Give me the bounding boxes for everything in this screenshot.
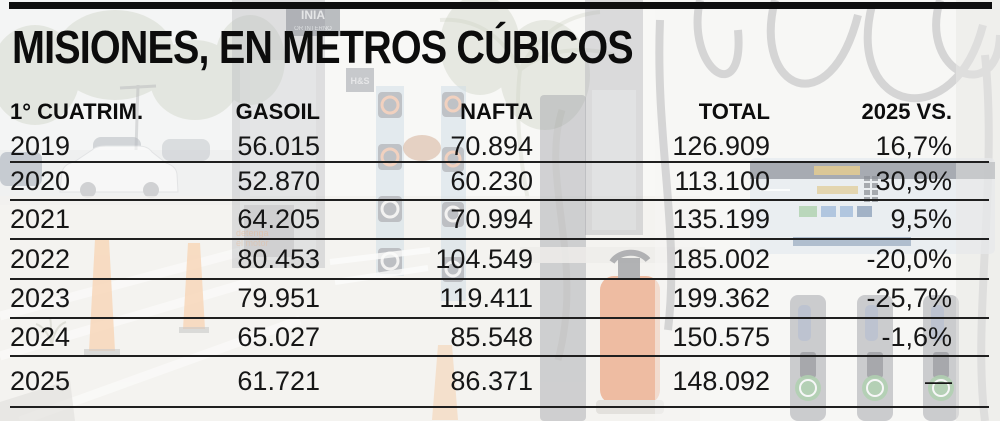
chart-title: MISIONES, EN METROS CÚBICOS bbox=[12, 21, 634, 73]
nafta-cell: 119.411 bbox=[439, 283, 533, 313]
table-row: 2020 52.870 60.230 113.100 30,9% bbox=[10, 163, 989, 201]
gasoil-cell: 52.870 bbox=[237, 165, 320, 196]
total-cell: 148.092 bbox=[672, 366, 770, 396]
nafta-cell: 70.894 bbox=[450, 131, 533, 161]
orange-bollards bbox=[84, 239, 209, 356]
table-row: 2024 65.027 85.548 150.575 -1,6% bbox=[10, 319, 989, 357]
year-cell: 2022 bbox=[10, 243, 71, 274]
year-cell: 2021 bbox=[10, 204, 71, 234]
table-row: 2025 61.721 86.371 148.092 — bbox=[10, 357, 989, 408]
total-cell: 113.100 bbox=[674, 165, 770, 196]
table-row: 2022 80.453 104.549 185.002 -20,0% bbox=[10, 240, 989, 280]
gasoil-cell: 61.721 bbox=[237, 366, 320, 396]
nafta-cell: 85.548 bbox=[450, 321, 533, 352]
vs-cell: 9,5% bbox=[890, 204, 952, 234]
table-header-row: 1° CUATRIM. GASOIL NAFTA TOTAL 2025 VS. bbox=[10, 92, 989, 131]
palm-fronds bbox=[439, 10, 616, 201]
col-header-gasoil: GASOIL bbox=[235, 98, 320, 124]
gasoil-cell: 64.205 bbox=[237, 204, 320, 234]
table-row: 2021 64.205 70.994 135.199 9,5% bbox=[10, 201, 989, 240]
vs-cell: 30,9% bbox=[875, 165, 952, 196]
total-cell: 135.199 bbox=[672, 204, 770, 234]
col-header-total: TOTAL bbox=[698, 98, 770, 124]
nozzle-holsters bbox=[790, 295, 959, 421]
vs-cell: 16,7% bbox=[875, 131, 952, 161]
gasoil-cell: 79.951 bbox=[237, 283, 320, 313]
vs-cell: -20,0% bbox=[866, 243, 952, 274]
total-cell: 199.362 bbox=[672, 283, 770, 313]
year-cell: 2019 bbox=[10, 131, 71, 161]
col-header-period: 1° CUATRIM. bbox=[10, 98, 144, 124]
year-cell: 2025 bbox=[10, 366, 71, 396]
year-cell: 2024 bbox=[10, 321, 71, 352]
pos-screen bbox=[750, 158, 995, 254]
col-header-vs: 2025 VS. bbox=[861, 98, 952, 124]
planter-pot bbox=[403, 135, 441, 161]
nafta-cell: 60.230 bbox=[450, 165, 533, 196]
tree-foliage bbox=[0, 0, 590, 130]
total-cell: 150.575 bbox=[672, 321, 770, 352]
pump-totem-left bbox=[232, 0, 325, 268]
data-table: 1° CUATRIM. GASOIL NAFTA TOTAL 2025 VS. … bbox=[10, 92, 989, 408]
vs-cell: -25,7% bbox=[866, 283, 952, 313]
gasoil-cell: 56.015 bbox=[237, 131, 320, 161]
table-row: 2019 56.015 70.894 126.909 16,7% bbox=[10, 131, 989, 163]
total-cell: 126.909 bbox=[672, 131, 770, 161]
orange-cone bbox=[432, 345, 458, 420]
inia-sign: INIA OR INTERNO bbox=[286, 4, 340, 36]
detenga-sign-text: detenga bbox=[236, 228, 269, 238]
svg-text:INIA: INIA bbox=[301, 8, 325, 22]
nafta-cell: 70.994 bbox=[450, 204, 533, 234]
pump-totem-center bbox=[585, 0, 643, 235]
vs-cell: — bbox=[925, 366, 952, 396]
gasoil-cell: 80.453 bbox=[237, 243, 320, 274]
gasoil-cell: 65.027 bbox=[237, 321, 320, 352]
col-header-nafta: NAFTA bbox=[460, 98, 533, 124]
nafta-cell: 86.371 bbox=[450, 366, 533, 396]
year-cell: 2020 bbox=[10, 165, 71, 196]
vs-cell: -1,6% bbox=[881, 321, 952, 352]
table-row: 2023 79.951 119.411 199.362 -25,7% bbox=[10, 280, 989, 319]
top-rule bbox=[9, 2, 992, 9]
grass-tuft bbox=[35, 317, 67, 346]
year-cell: 2023 bbox=[10, 283, 71, 313]
svg-text:H&S: H&S bbox=[350, 76, 369, 86]
parked-cars bbox=[0, 137, 210, 198]
total-cell: 185.002 bbox=[672, 243, 770, 274]
svg-text:OR INTERNO: OR INTERNO bbox=[294, 26, 332, 32]
hs-logo-sign: H&S bbox=[346, 68, 374, 92]
el-motor-sign-text: el motor bbox=[236, 238, 269, 248]
nafta-cell: 104.549 bbox=[435, 243, 533, 274]
